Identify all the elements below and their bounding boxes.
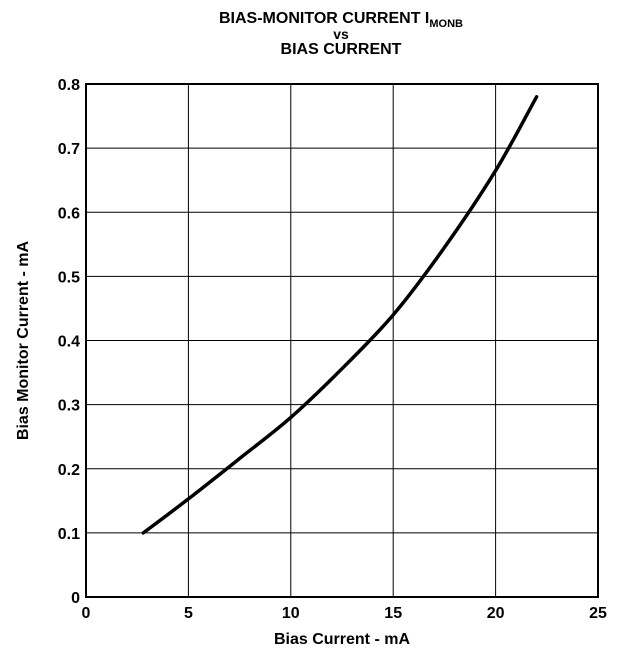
y-tick-label: 0.2: [58, 462, 80, 479]
chart-title-line3: BIAS CURRENT: [280, 41, 402, 58]
y-tick-label: 0.3: [58, 398, 80, 415]
chart-title-main: BIAS-MONITOR CURRENT I: [219, 10, 430, 27]
x-axis-label: Bias Current - mA: [274, 631, 410, 648]
chart-title-line1: BIAS-MONITOR CURRENT IMONB: [28, 10, 626, 30]
x-tick-label: 25: [589, 605, 607, 622]
x-tick-label: 10: [282, 605, 300, 622]
chart-title-line2: vs: [333, 26, 349, 42]
chart-title-subscript: MONB: [429, 18, 463, 30]
x-tick-label: 0: [82, 605, 91, 622]
x-tick-label: 20: [487, 605, 505, 622]
x-tick-label: 5: [184, 605, 193, 622]
y-tick-label: 0: [71, 590, 80, 607]
y-axis-label: Bias Monitor Current - mA: [15, 241, 32, 441]
y-tick-label: 0.8: [58, 77, 80, 94]
y-tick-label: 0.4: [58, 334, 80, 351]
series-line: [141, 95, 539, 535]
tick-labels: 0 5 10 15 20 25 0 0.1 0.2 0.3 0.4 0.5 0.6 0.7 0.8: [58, 77, 607, 622]
y-tick-label: 0.1: [58, 526, 80, 543]
x-tick-label: 15: [384, 605, 402, 622]
plot-frame: [85, 83, 599, 598]
y-tick-label: 0.6: [58, 205, 80, 222]
y-tick-label: 0.7: [58, 141, 80, 158]
y-tick-label: 0.5: [58, 269, 80, 286]
